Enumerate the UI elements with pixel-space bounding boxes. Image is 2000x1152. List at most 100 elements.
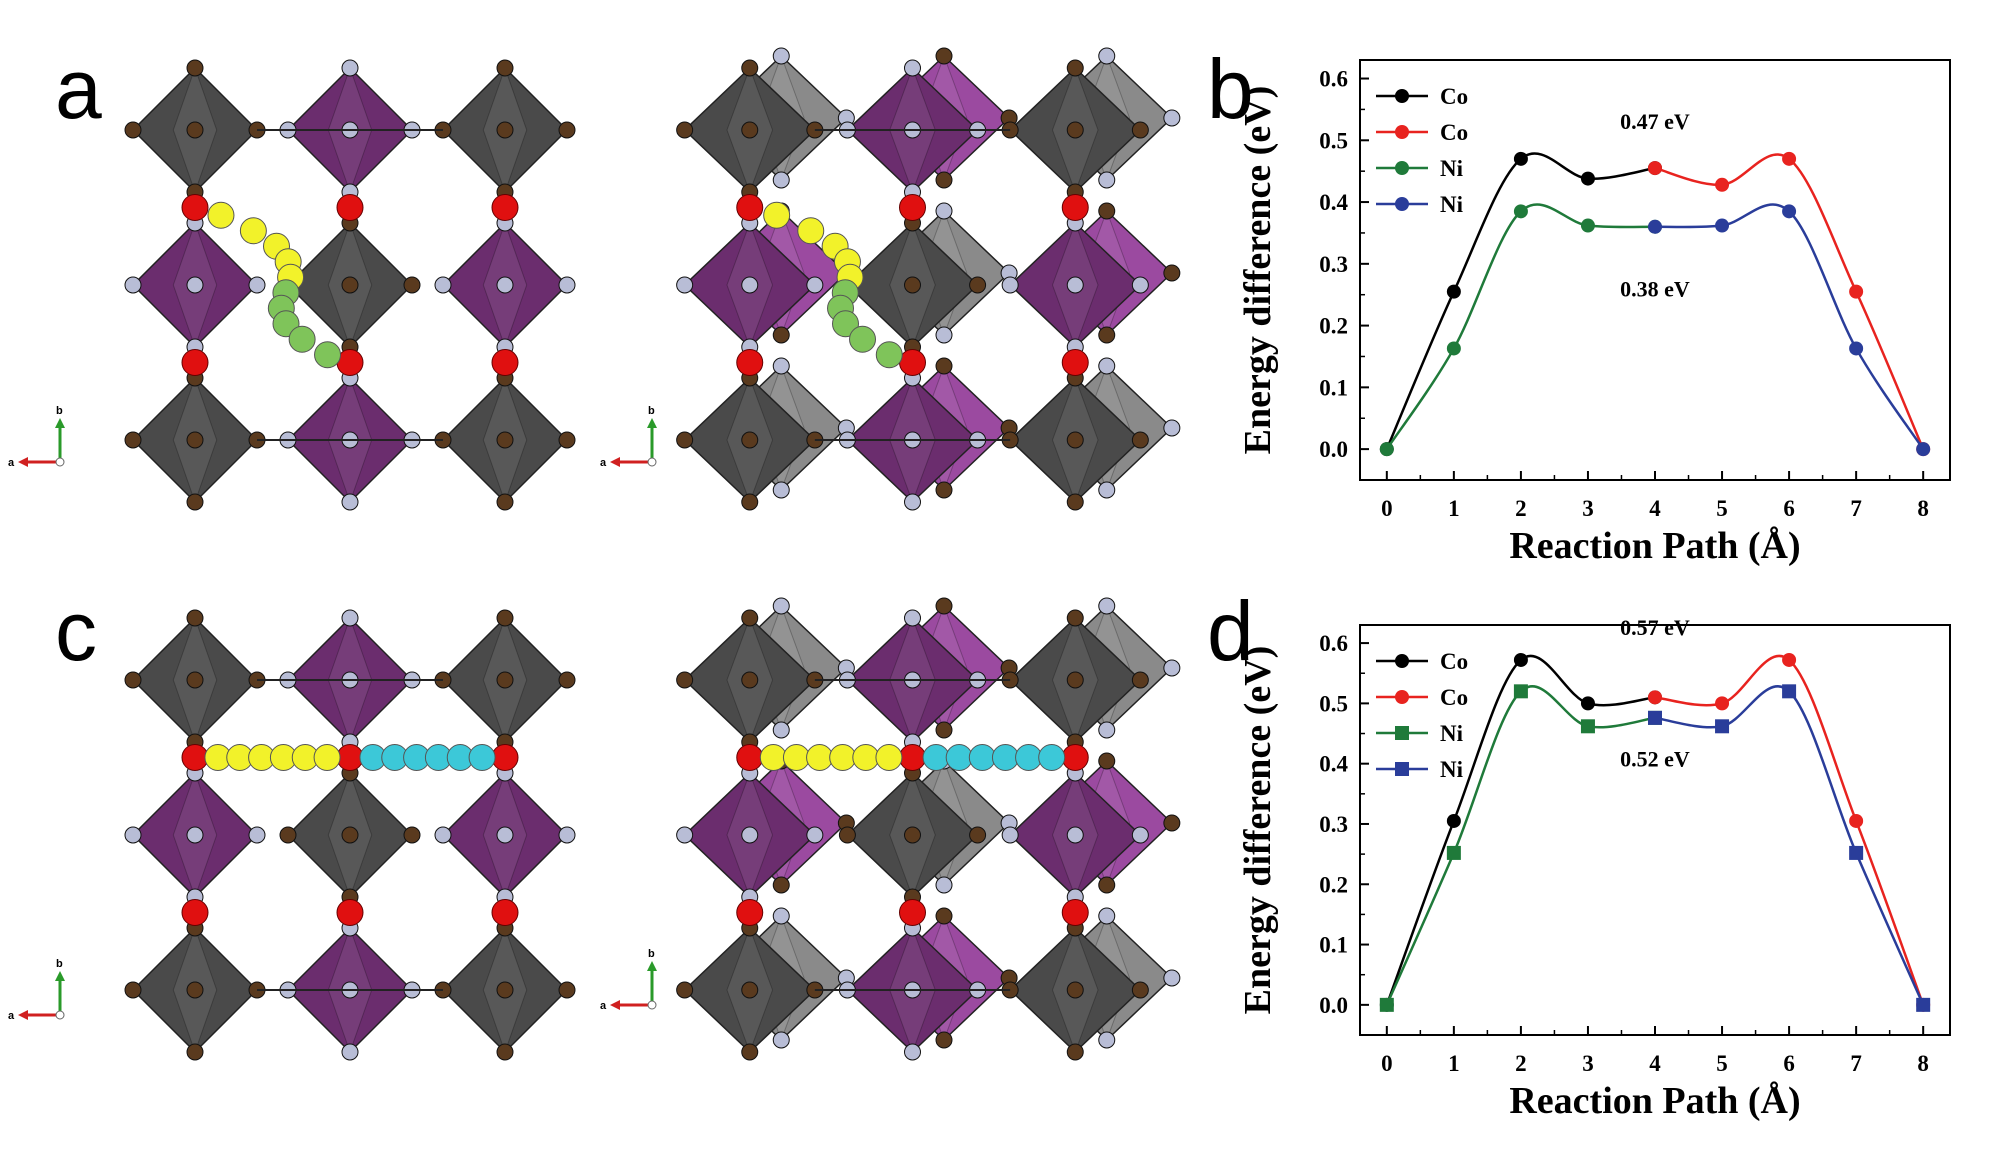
a-axis-letter: a [8,457,15,469]
atom [1163,969,1181,987]
migration-atom [832,310,859,338]
panel-label-a: a [55,42,102,136]
migration-atom [968,744,996,771]
data-point [1580,218,1595,233]
x-tick-label: 6 [1783,496,1795,521]
legend-label: Ni [1440,721,1464,746]
a-axis-letter: a [8,1010,15,1022]
y-tick-label: 0.6 [1319,631,1348,656]
migration-atom [763,201,791,229]
data-point [1513,151,1528,166]
atom [1066,609,1084,627]
axis-triad: ba [600,405,657,469]
triad-origin [55,457,65,467]
atom [1066,826,1084,844]
atom [496,609,514,627]
legend-marker [1395,161,1409,175]
series-line [1385,152,1656,450]
axis-triad: ba [600,948,657,1012]
atom [904,493,921,511]
oxygen-atom [181,349,209,376]
atom [186,609,204,627]
atom [741,826,759,844]
a-arrow-head [18,1010,28,1020]
b-axis-letter: b [56,405,63,417]
atom [772,876,790,894]
atom [676,431,694,449]
atom [124,981,142,999]
x-tick-label: 7 [1850,496,1862,521]
atom [676,121,694,139]
atom [124,826,142,844]
atom [186,493,204,511]
b-arrow-head [55,418,65,428]
x-tick-label: 8 [1917,496,1929,521]
atom [496,431,514,449]
data-point [1513,684,1528,699]
atom [1098,907,1116,925]
atom [904,59,921,77]
y-tick-label: 0.0 [1319,993,1348,1018]
data-point [1849,284,1864,299]
triad-origin [647,1000,657,1010]
atom [1098,357,1116,375]
atom [496,1043,514,1061]
migration-atom [1038,744,1066,771]
oxygen-atom [1061,349,1089,376]
atom [904,609,921,627]
atom [186,121,204,139]
series-line [1654,654,1925,1006]
panel-label-c: c [55,584,97,678]
atom [558,431,576,449]
atom [935,481,953,499]
y-tick-label: 0.1 [1319,375,1348,400]
migration-atom [806,744,834,771]
atom [1131,671,1149,689]
atom [186,981,204,999]
data-point [1782,151,1797,166]
migration-atom [875,341,903,369]
atom [403,276,421,294]
atom [741,121,759,139]
atom [1098,47,1116,65]
legend-label: Ni [1440,757,1464,782]
atom [341,826,359,844]
oxygen-atom [181,744,209,771]
x-tick-label: 5 [1716,496,1728,521]
migration-atom [829,744,857,771]
atom [558,826,576,844]
migration-atom [849,325,877,353]
atom [496,671,514,689]
migration-atom [759,744,787,771]
data-point [1648,219,1662,234]
atom [772,907,790,925]
oxygen-atom [491,349,519,376]
atom [741,493,759,511]
series-line [1654,203,1925,450]
data-point [1849,845,1864,860]
atom [496,826,514,844]
atom [1066,59,1084,77]
x-tick-label: 0 [1381,1051,1393,1076]
data-point [1916,442,1931,457]
y-tick-label: 0.2 [1319,314,1348,339]
atom [1163,264,1181,282]
y-tick-label: 0.3 [1319,812,1348,837]
oxygen-atom [736,194,764,221]
atom [741,981,759,999]
x-tick-label: 3 [1582,1051,1594,1076]
b-axis-letter: b [56,958,63,970]
legend-label: Ni [1440,192,1464,217]
x-tick-label: 2 [1515,496,1527,521]
data-point [1379,997,1394,1012]
data-point [1715,218,1730,233]
atom [1066,431,1084,449]
y-axis-label: Energy difference (eV) [1237,646,1279,1015]
atom [248,826,266,844]
y-tick-label: 0.4 [1319,752,1348,777]
atom [838,826,856,844]
data-point [1513,652,1528,667]
migration-atom [207,201,235,229]
oxygen-atom [491,194,519,221]
